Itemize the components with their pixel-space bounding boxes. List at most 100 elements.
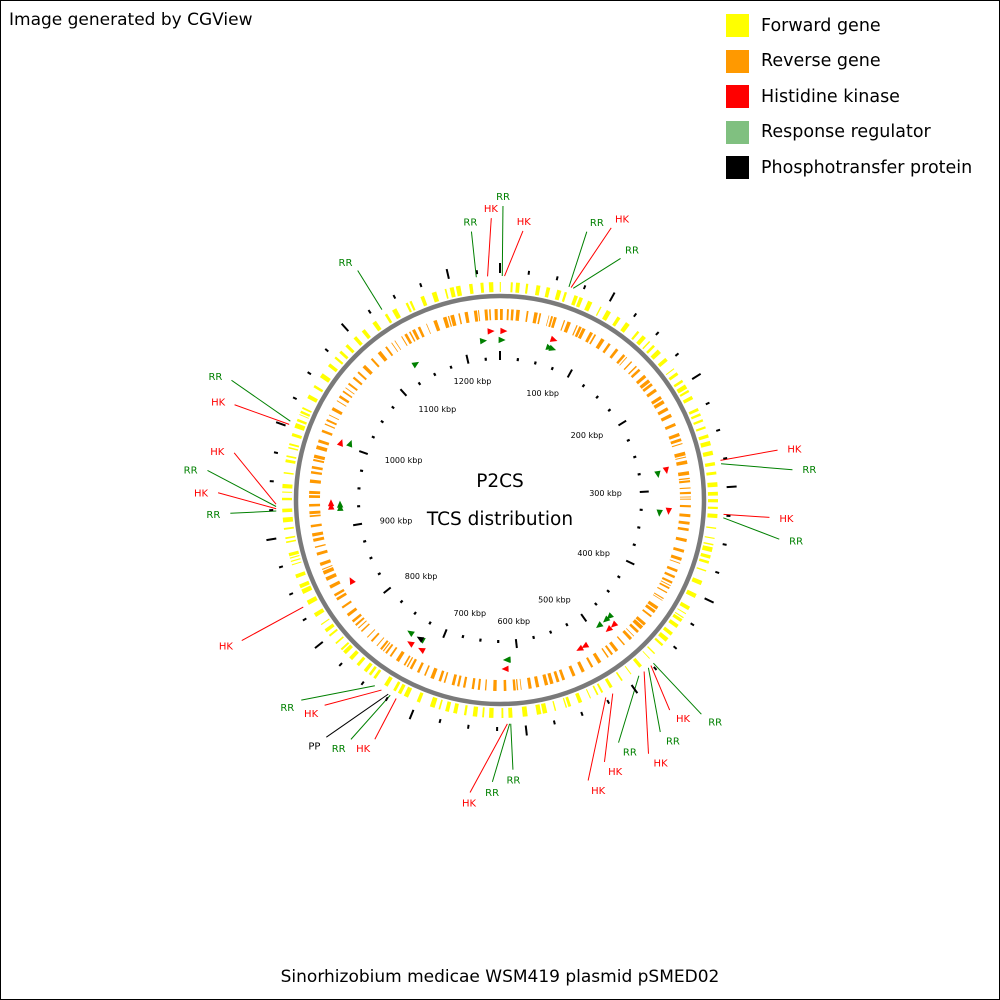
major-tick [358,450,369,456]
gene-block [561,291,568,303]
gene-block [672,613,683,623]
feature-callout-line [326,693,389,738]
gene-block [560,320,566,331]
minor-tick [399,599,404,604]
gene-block [698,558,710,564]
gene-block [321,565,333,570]
gene-block [358,620,367,629]
gene-block [468,283,474,295]
gene-block [357,371,367,381]
feature-callout-line [653,662,702,715]
gene-block [331,407,343,416]
feature-callout-label: RR [463,218,477,229]
gene-block [540,703,548,714]
gene-block [291,433,303,439]
rr-marker [346,439,353,448]
minor-tick [633,455,637,459]
gene-block [547,672,554,685]
feature-callout-line [618,675,640,743]
gene-block [670,554,683,561]
gene-block [319,373,331,383]
gene-block [311,531,324,537]
gene-block [527,677,532,689]
gene-block [595,338,605,350]
gene-block [295,571,306,579]
hk-marker [407,641,415,648]
minor-tick [606,589,611,593]
gene-block [484,309,489,321]
gene-block [665,368,675,376]
gene-block [385,346,394,357]
feature-callout-label: RR [623,748,637,759]
gene-block [299,580,310,589]
gene-block [484,679,488,691]
gene-block [391,342,399,353]
center-title: P2CS [476,471,524,492]
minor-tick [433,372,437,377]
gene-block [544,287,551,298]
gene-block [307,394,318,403]
gene-block [616,636,625,646]
feature-callout-line [487,218,492,277]
feature-callout-line [720,449,778,461]
gene-block [679,389,690,397]
legend-item-histidine-kinase: Histidine kinase [726,79,972,115]
gene-block [674,611,684,619]
gene-block [512,679,516,691]
gene-block [416,662,424,674]
outer-tick [302,617,307,622]
gene-block [609,348,619,359]
feature-callout-line [241,606,304,641]
minor-tick [632,543,637,547]
outer-tick [726,485,737,489]
feature-callout-label: RR [332,744,346,755]
feature-callout-label: RR [280,703,294,714]
gene-block [668,432,680,440]
minor-tick [637,472,641,476]
gene-block [282,483,293,489]
feature-callout-label: RR [339,258,353,269]
gene-block [447,315,452,327]
outer-tick [580,711,584,717]
feature-callout-label: HK [219,641,234,652]
gene-block [620,322,630,333]
gene-block [494,309,498,321]
gene-block [288,446,299,451]
legend-swatch-icon [726,14,749,38]
gene-block [652,594,663,601]
gene-block [339,350,349,360]
gene-block [542,674,549,686]
gene-block [693,419,704,425]
feature-callout-label: HK [462,798,477,809]
kbp-ruler: 100 kbp 200 kbp 300 kbp 400 kbp 500 kbp 600 k… [352,351,649,649]
gene-block [409,300,416,311]
hk-marker [610,620,619,628]
feature-callout-label: PP [308,741,320,752]
gene-block [362,364,373,376]
gene-block [406,657,414,668]
gene-block [642,340,651,350]
pp-marker [416,636,425,643]
gene-block [706,526,717,529]
gene-block [473,310,479,322]
forward-gene-track [282,282,718,718]
gene-block [320,618,330,626]
rr-marker [407,630,415,638]
gene-block [700,440,712,448]
gene-block [532,312,538,324]
gene-block [679,480,691,484]
gene-block [285,459,296,464]
gene-block [433,319,441,332]
outer-tick [338,662,343,667]
hk-marker [501,665,509,673]
gene-block [628,365,637,375]
gene-block [311,465,323,471]
gene-block [301,585,313,594]
gene-block [624,665,632,675]
feature-callout-line [570,227,612,288]
outer-tick [288,592,294,596]
outer-tick [292,396,298,401]
gene-block [324,623,335,633]
gene-block [592,652,602,664]
feature-callout-line [324,689,382,706]
